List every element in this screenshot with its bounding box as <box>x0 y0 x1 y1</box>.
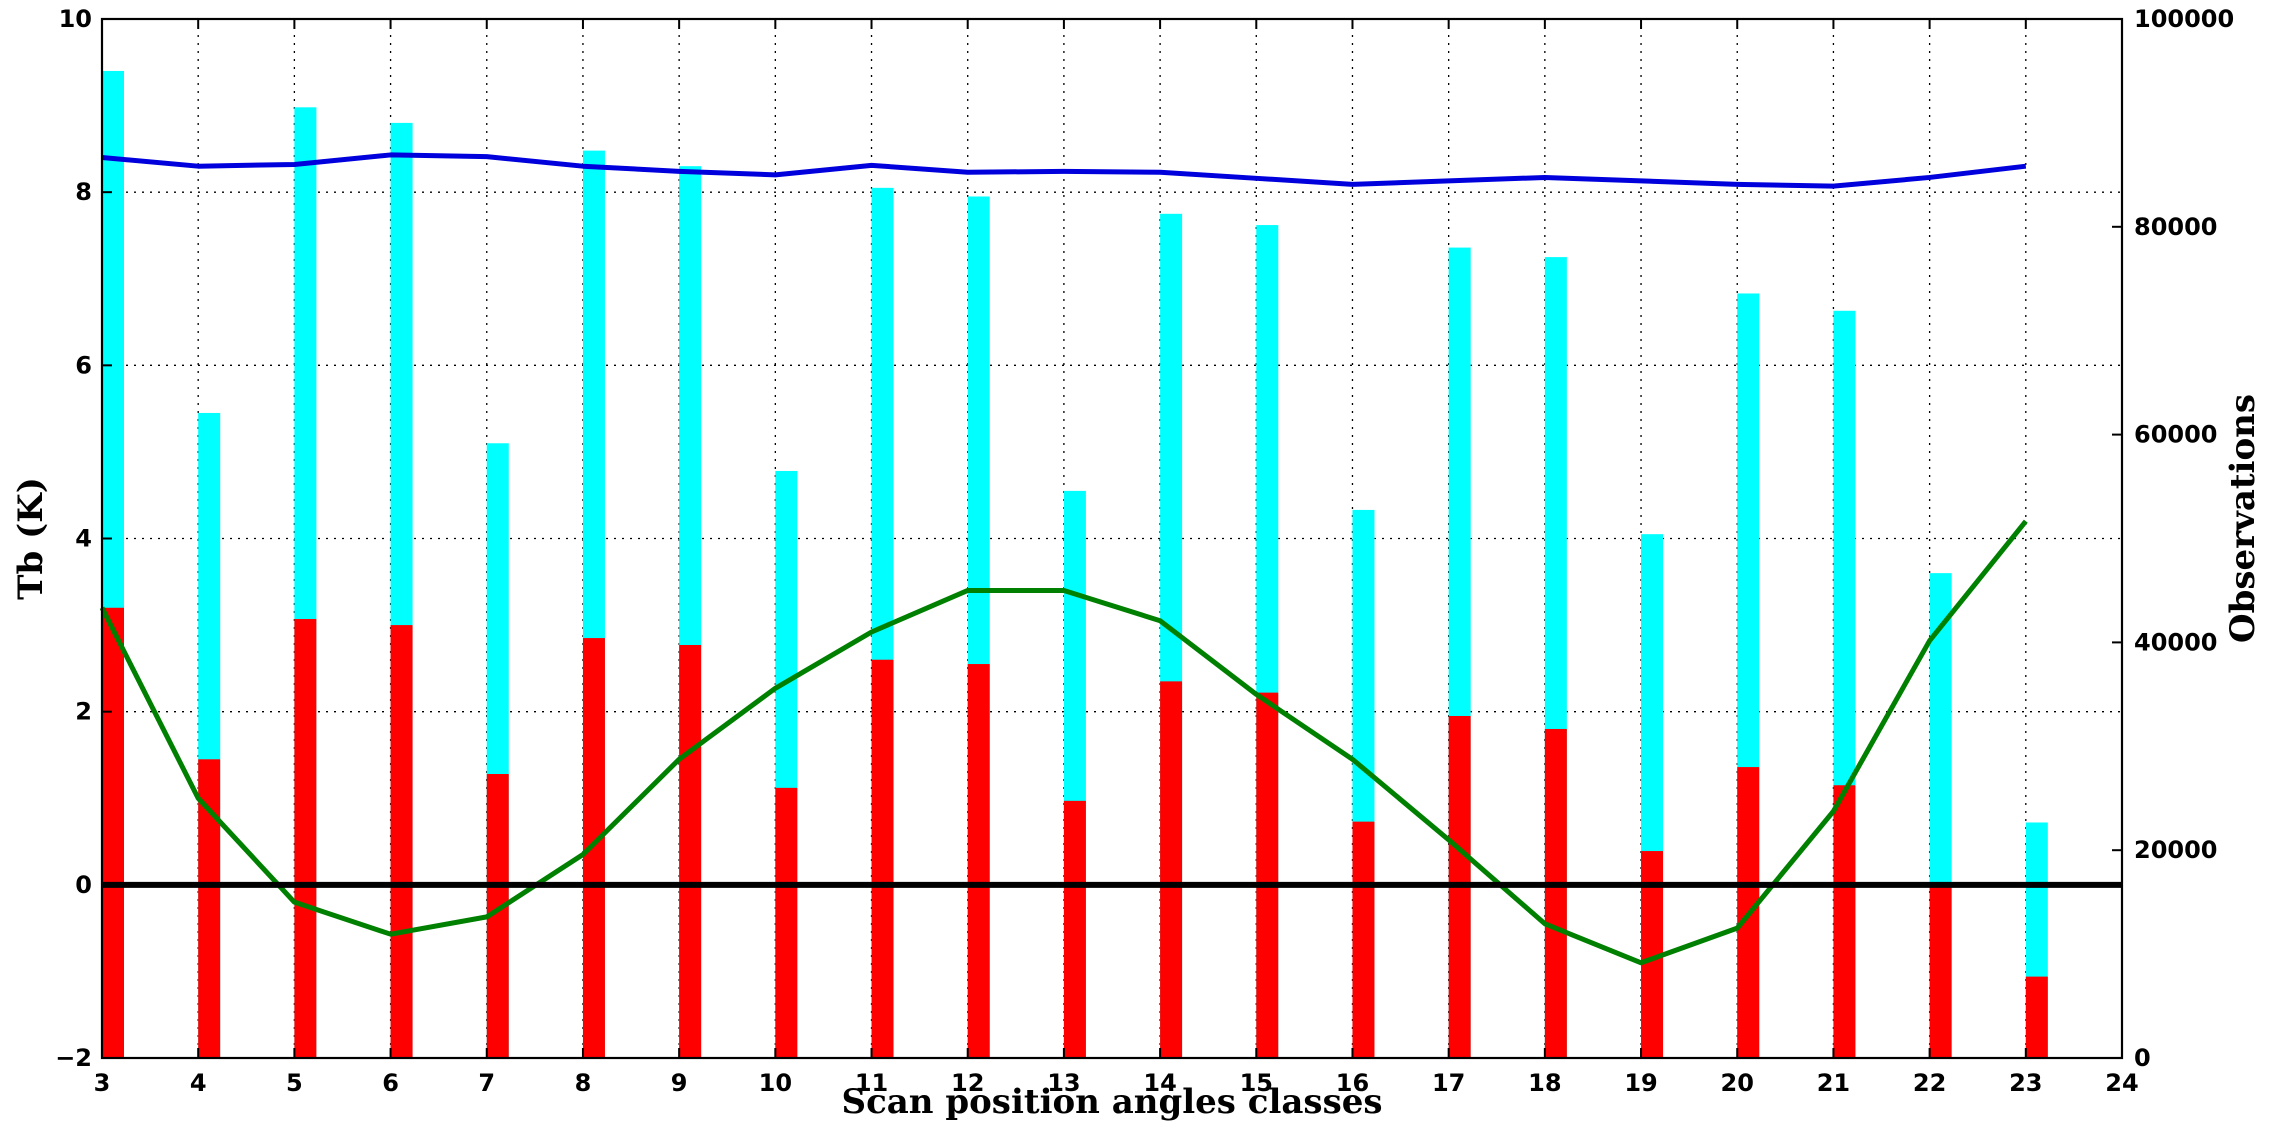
red-bar <box>1256 692 1279 1058</box>
x-tick-label: 14 <box>1143 1069 1176 1097</box>
x-tick-label: 13 <box>1047 1069 1080 1097</box>
y-right-axis-title: Observations <box>2223 394 2263 643</box>
x-tick-label: 7 <box>478 1069 495 1097</box>
red-bar <box>775 787 798 1058</box>
x-tick-label: 6 <box>382 1069 399 1097</box>
red-bar <box>102 607 124 1058</box>
x-tick-label: 3 <box>94 1069 111 1097</box>
x-tick-label: 17 <box>1432 1069 1465 1097</box>
red-bar <box>390 625 413 1058</box>
y-left-tick-label: 2 <box>75 698 92 726</box>
red-bar <box>1063 800 1086 1058</box>
x-tick-label: 5 <box>286 1069 303 1097</box>
y-left-tick-label: −2 <box>55 1044 92 1072</box>
x-tick-label: 15 <box>1240 1069 1273 1097</box>
y-left-axis-title: Tb (K) <box>11 477 51 600</box>
y-right-tick-label: 80000 <box>2134 213 2218 241</box>
x-tick-labels: 3 4 5 6 7 8 9 10 11 12 13 14 15 16 17 18 19 20 21 22 23 24 <box>94 1069 2139 1097</box>
x-axis-title: Scan position angles classes <box>842 1082 1383 1122</box>
x-tick-label: 24 <box>2105 1069 2138 1097</box>
red-bar-series <box>102 607 2048 1058</box>
green-line-series <box>99 519 2028 966</box>
red-bar <box>2025 976 2048 1058</box>
x-tick-label: 9 <box>671 1069 688 1097</box>
red-bar <box>967 664 990 1058</box>
y-left-tick-label: 8 <box>75 178 92 206</box>
x-tick-label: 19 <box>1624 1069 1657 1097</box>
line-series <box>99 152 2122 966</box>
y-left-tick-labels: −2 0 2 4 6 8 10 <box>55 5 92 1072</box>
red-bar <box>1641 851 1664 1058</box>
x-tick-label: 10 <box>759 1069 792 1097</box>
axis-ticks <box>101 18 2123 1059</box>
red-bar <box>582 638 605 1058</box>
y-right-tick-label: 20000 <box>2134 836 2218 864</box>
red-bar <box>486 774 509 1058</box>
y-left-tick-label: 4 <box>75 525 92 553</box>
x-tick-label: 11 <box>855 1069 888 1097</box>
y-left-tick-label: 10 <box>59 5 92 33</box>
y-right-tick-labels: 0 20000 40000 60000 80000 100000 <box>2134 5 2234 1072</box>
red-bar <box>1833 785 1856 1058</box>
x-tick-label: 16 <box>1336 1069 1369 1097</box>
red-bar <box>1929 884 1952 1058</box>
x-tick-label: 18 <box>1528 1069 1561 1097</box>
y-right-tick-label: 60000 <box>2134 421 2218 449</box>
y-right-tick-label: 40000 <box>2134 628 2218 656</box>
red-bar <box>1160 681 1183 1058</box>
x-tick-label: 4 <box>190 1069 207 1097</box>
x-tick-label: 8 <box>575 1069 592 1097</box>
red-bar <box>1544 728 1567 1058</box>
y-right-tick-label: 0 <box>2134 1044 2151 1072</box>
x-tick-label: 12 <box>951 1069 984 1097</box>
y-right-tick-label: 100000 <box>2134 5 2234 33</box>
x-tick-label: 21 <box>1817 1069 1850 1097</box>
red-bar <box>871 659 894 1058</box>
y-left-tick-label: 0 <box>75 871 92 899</box>
red-bar <box>1352 821 1375 1058</box>
red-bar <box>198 759 221 1058</box>
x-tick-label: 20 <box>1721 1069 1754 1097</box>
x-tick-label: 22 <box>1913 1069 1946 1097</box>
y-left-tick-label: 6 <box>75 351 92 379</box>
blue-line-series <box>101 152 2027 189</box>
red-bar <box>294 619 317 1058</box>
red-bar <box>679 644 702 1058</box>
x-tick-label: 23 <box>2009 1069 2042 1097</box>
